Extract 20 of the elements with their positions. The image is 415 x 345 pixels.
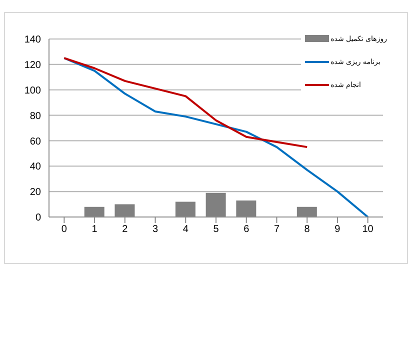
x-tick-label: 8: [304, 224, 310, 236]
y-tick-label: 100: [24, 85, 42, 96]
x-tick-label: 4: [182, 224, 189, 236]
y-tick-label: 0: [35, 212, 42, 224]
x-tick-label: 10: [362, 224, 374, 236]
x-tick-label: 1: [92, 224, 98, 236]
x-tick-label: 0: [61, 224, 68, 236]
y-tick-label: 40: [30, 162, 42, 173]
x-tick-label: 2: [122, 224, 128, 236]
y-tick-label: 60: [30, 136, 42, 148]
x-tick-label: 3: [152, 224, 158, 236]
y-tick-label: 120: [24, 60, 42, 71]
y-tick-label: 140: [24, 34, 42, 46]
x-tick-label: 5: [213, 224, 220, 236]
x-tick-label: 9: [334, 224, 341, 236]
line-series: [63, 57, 308, 148]
y-tick-label: 20: [30, 187, 42, 198]
y-tick-label: 80: [30, 110, 42, 122]
x-tick-label: 6: [244, 224, 250, 236]
x-tick-label: 7: [274, 224, 280, 236]
